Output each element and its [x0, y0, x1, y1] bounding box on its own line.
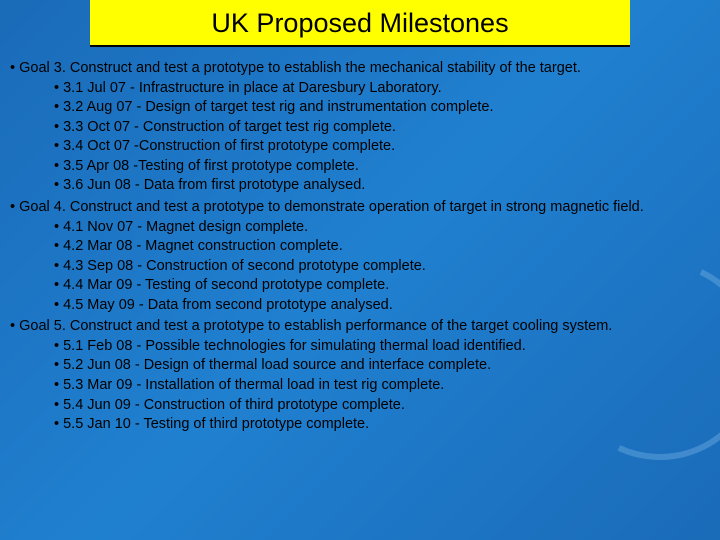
slide-title-banner: UK Proposed Milestones [90, 0, 630, 47]
goal-5-item: • 5.3 Mar 09 - Installation of thermal l… [10, 376, 710, 396]
goal-4: • Goal 4. Construct and test a prototype… [10, 198, 710, 315]
goal-5-item: • 5.1 Feb 08 - Possible technologies for… [10, 337, 710, 357]
goal-4-item: • 4.5 May 09 - Data from second prototyp… [10, 296, 710, 316]
goal-3-item: • 3.3 Oct 07 - Construction of target te… [10, 118, 710, 138]
goal-3-item: • 3.2 Aug 07 - Design of target test rig… [10, 98, 710, 118]
goal-5-item: • 5.5 Jan 10 - Testing of third prototyp… [10, 415, 710, 435]
goal-3-item: • 3.5 Apr 08 -Testing of first prototype… [10, 157, 710, 177]
goal-5-item: • 5.2 Jun 08 - Design of thermal load so… [10, 356, 710, 376]
goal-4-item: • 4.1 Nov 07 - Magnet design complete. [10, 218, 710, 238]
goal-5: • Goal 5. Construct and test a prototype… [10, 317, 710, 434]
goal-3-item: • 3.4 Oct 07 -Construction of first prot… [10, 137, 710, 157]
goal-4-item: • 4.2 Mar 08 - Magnet construction compl… [10, 237, 710, 257]
goal-4-heading: • Goal 4. Construct and test a prototype… [10, 198, 710, 218]
goal-3: • Goal 3. Construct and test a prototype… [10, 59, 710, 196]
goal-3-item: • 3.6 Jun 08 - Data from first prototype… [10, 176, 710, 196]
goal-3-item: • 3.1 Jul 07 - Infrastructure in place a… [10, 79, 710, 99]
goal-4-item: • 4.3 Sep 08 - Construction of second pr… [10, 257, 710, 277]
slide-title: UK Proposed Milestones [211, 8, 508, 38]
goal-3-heading: • Goal 3. Construct and test a prototype… [10, 59, 710, 79]
goal-5-item: • 5.4 Jun 09 - Construction of third pro… [10, 396, 710, 416]
slide-content: • Goal 3. Construct and test a prototype… [0, 47, 720, 435]
goal-5-heading: • Goal 5. Construct and test a prototype… [10, 317, 710, 337]
goal-4-item: • 4.4 Mar 09 - Testing of second prototy… [10, 276, 710, 296]
